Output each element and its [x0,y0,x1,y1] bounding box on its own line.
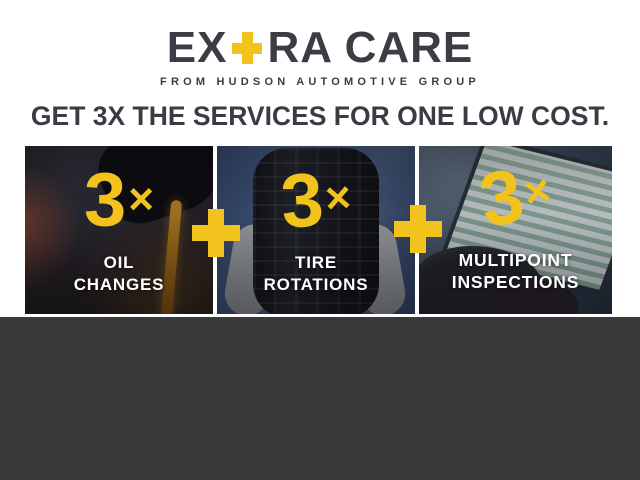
panel-label-tire-rotations: TIRE ROTATIONS [217,252,415,296]
panel-label-oil-changes: OIL CHANGES [25,252,213,296]
plus-separator-icon [394,205,442,253]
headline: GET 3X THE SERVICES FOR ONE LOW COST. [30,101,610,131]
tire-hold-photo [217,146,415,314]
multiplier-x: × [323,172,353,224]
panel-tire-rotations: 3× TIRE ROTATIONS [217,146,415,314]
service-panels: 3× OIL CHANGES 3× TIRE ROTATIONS [25,146,612,314]
multiplier-number: 3 [83,157,127,243]
tire-shape [253,148,379,314]
logo-text-ra-care: RA CARE [267,23,474,72]
panel-label-line2: INSPECTIONS [451,272,580,293]
panel-label-line1: OIL [103,252,135,272]
multiplier-oil-changes: 3× [25,158,213,242]
logo-subtitle: FROM HUDSON AUTOMOTIVE GROUP [160,76,480,88]
laptop-inspection-photo [419,146,612,314]
multiplier-number: 3 [473,152,530,244]
plus-vertical-bar [241,32,253,64]
multiplier-x: × [128,175,155,224]
panel-label-line1: MULTIPOINT [458,249,573,270]
hand-shape [486,280,578,314]
panel-label-line2: CHANGES [73,274,165,294]
panel-shade [217,146,415,314]
logo-plus-icon [232,32,263,64]
logo-text-ex: EX [166,23,228,72]
panel-label-multipoint-inspections: MULTIPOINT INSPECTIONS [419,249,612,295]
plus-separator-icon [192,209,240,257]
multiplier-number: 3 [278,157,327,245]
multiplier-tire-rotations: 3× [217,151,415,249]
oil-pour-photo [25,146,213,314]
panel-label-line1: TIRE [295,252,337,272]
offer-band: $359 .95 VALUE FOR ONLY $299! * *Exclude… [0,317,640,480]
panel-oil-changes: 3× OIL CHANGES [25,146,213,314]
panel-label-line2: ROTATIONS [263,274,369,294]
extra-care-logo: EX RA CARE [0,24,640,72]
panel-shade [25,146,213,314]
panel-multipoint-inspections: 3× MULTIPOINT INSPECTIONS [419,146,612,314]
panel-shade [419,146,612,314]
